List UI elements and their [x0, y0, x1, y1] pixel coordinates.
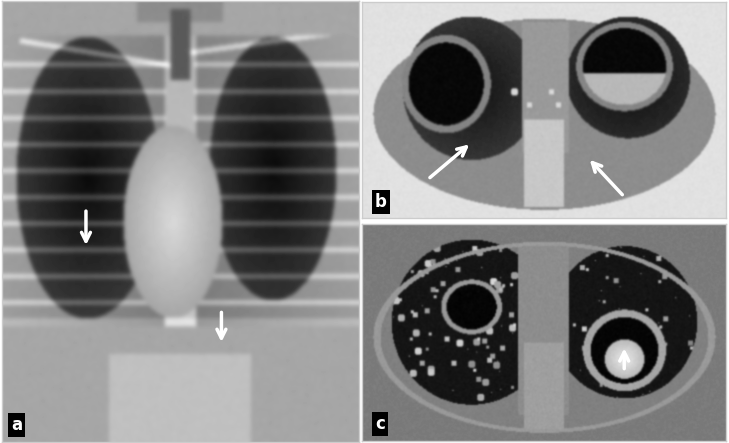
Text: b: b — [375, 193, 387, 211]
Text: a: a — [11, 416, 22, 434]
Text: c: c — [375, 415, 385, 433]
